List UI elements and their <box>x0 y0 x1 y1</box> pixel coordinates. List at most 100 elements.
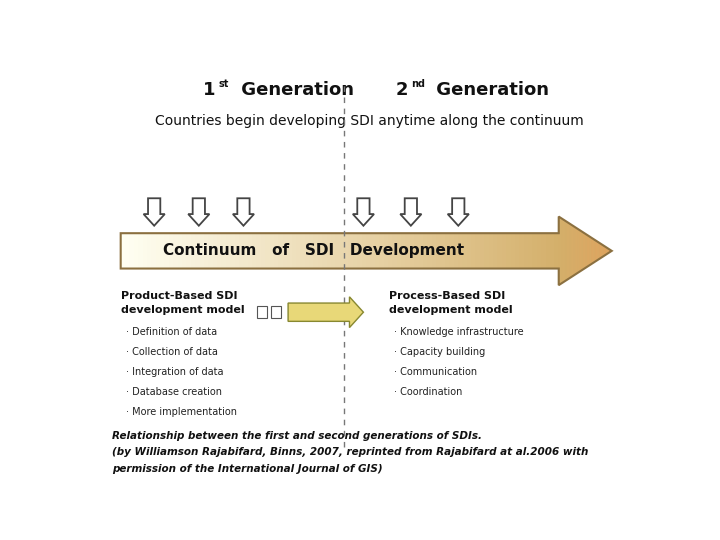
Bar <box>283 233 287 268</box>
Bar <box>230 233 235 268</box>
Bar <box>546 233 550 268</box>
Bar <box>235 233 239 268</box>
Polygon shape <box>593 239 595 263</box>
Bar <box>252 233 256 268</box>
Bar <box>397 233 401 268</box>
Text: Generation: Generation <box>431 81 549 99</box>
Polygon shape <box>603 245 604 257</box>
Bar <box>489 233 493 268</box>
Polygon shape <box>400 198 421 226</box>
Polygon shape <box>588 235 589 266</box>
Bar <box>405 233 410 268</box>
Text: · Capacity building: · Capacity building <box>394 347 485 357</box>
Bar <box>537 233 541 268</box>
Bar <box>292 233 296 268</box>
Text: Generation: Generation <box>235 81 354 99</box>
Polygon shape <box>567 222 568 280</box>
Polygon shape <box>579 230 580 272</box>
Text: Process-Based SDI
development model: Process-Based SDI development model <box>389 292 512 315</box>
Polygon shape <box>580 230 581 272</box>
Bar <box>147 233 151 268</box>
Bar <box>248 233 252 268</box>
Bar <box>353 233 357 268</box>
Bar <box>532 233 537 268</box>
Text: Continuum   of   SDI   Development: Continuum of SDI Development <box>163 243 464 258</box>
Bar <box>423 233 427 268</box>
Bar <box>160 233 164 268</box>
Polygon shape <box>584 233 585 269</box>
Bar <box>151 233 156 268</box>
Polygon shape <box>560 218 562 285</box>
Bar <box>156 233 160 268</box>
Bar <box>164 233 169 268</box>
Polygon shape <box>575 227 576 275</box>
Polygon shape <box>589 237 590 266</box>
Polygon shape <box>600 243 601 259</box>
Polygon shape <box>562 218 563 284</box>
Text: permission of the International Journal of GIS): permission of the International Journal … <box>112 464 383 474</box>
Bar <box>554 233 559 268</box>
Text: nd: nd <box>411 78 425 89</box>
Polygon shape <box>353 198 374 226</box>
Bar <box>370 233 374 268</box>
Polygon shape <box>576 228 577 274</box>
Bar <box>121 233 125 268</box>
Text: · Knowledge infrastructure: · Knowledge infrastructure <box>394 327 523 337</box>
Text: 2: 2 <box>395 81 408 99</box>
Polygon shape <box>564 220 565 282</box>
Text: 1: 1 <box>203 81 215 99</box>
Polygon shape <box>448 198 469 226</box>
Polygon shape <box>559 217 612 285</box>
Bar <box>410 233 414 268</box>
Bar <box>401 233 405 268</box>
Bar <box>287 233 292 268</box>
Polygon shape <box>582 232 584 270</box>
Bar <box>178 233 182 268</box>
Bar <box>186 233 191 268</box>
Bar <box>493 233 498 268</box>
Bar <box>462 233 467 268</box>
Text: · Coordination: · Coordination <box>394 387 462 396</box>
Bar <box>392 233 397 268</box>
Bar <box>300 233 305 268</box>
Bar <box>471 233 475 268</box>
Bar <box>436 233 441 268</box>
Bar <box>239 233 243 268</box>
Polygon shape <box>581 231 582 271</box>
Bar <box>366 233 370 268</box>
Bar <box>348 233 353 268</box>
Polygon shape <box>590 237 592 265</box>
Text: · Integration of data: · Integration of data <box>126 367 224 377</box>
Bar <box>523 233 528 268</box>
Bar <box>475 233 480 268</box>
Bar <box>309 233 313 268</box>
Bar <box>454 233 458 268</box>
Bar <box>449 233 454 268</box>
Text: · Communication: · Communication <box>394 367 477 377</box>
Bar <box>357 233 361 268</box>
Bar <box>515 233 519 268</box>
Polygon shape <box>611 250 612 252</box>
Bar <box>271 306 282 319</box>
Polygon shape <box>595 240 596 262</box>
Bar <box>217 233 222 268</box>
Bar <box>502 233 506 268</box>
Bar <box>208 233 212 268</box>
Polygon shape <box>609 249 611 253</box>
Bar <box>510 233 515 268</box>
Bar <box>541 233 546 268</box>
Polygon shape <box>606 247 608 254</box>
Bar <box>222 233 226 268</box>
Bar <box>226 233 230 268</box>
Bar <box>384 233 388 268</box>
Polygon shape <box>598 242 600 259</box>
Bar <box>195 233 199 268</box>
Bar <box>269 233 274 268</box>
Bar <box>138 233 143 268</box>
Bar <box>243 233 248 268</box>
Bar <box>427 233 432 268</box>
Bar <box>258 306 267 319</box>
Polygon shape <box>587 234 588 267</box>
Text: (by Williamson Rajabifard, Binns, 2007, reprinted from Rajabifard at al.2006 wit: (by Williamson Rajabifard, Binns, 2007, … <box>112 447 589 457</box>
Bar <box>344 233 348 268</box>
